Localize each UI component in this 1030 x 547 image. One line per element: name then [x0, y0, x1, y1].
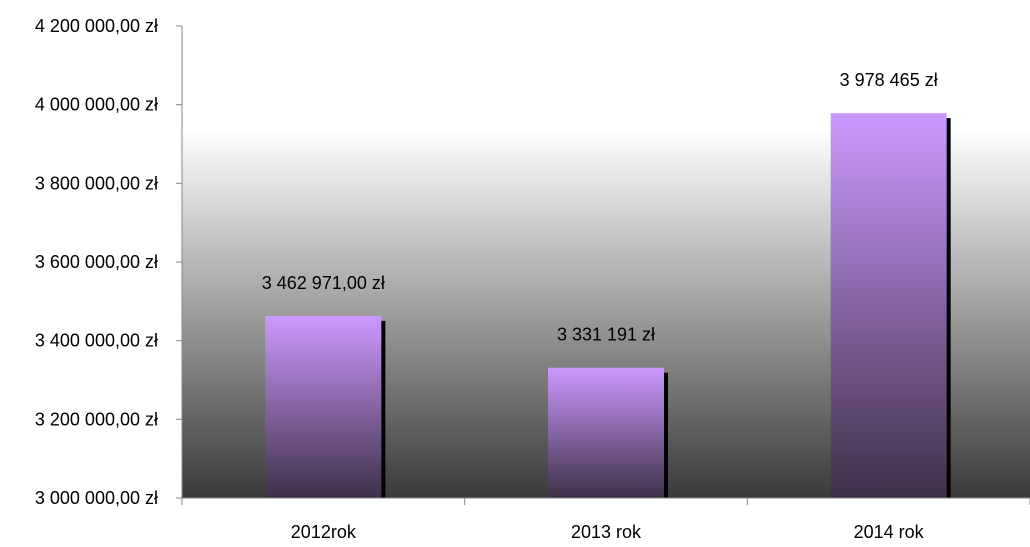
data-label: 3 331 191 zł: [557, 325, 655, 345]
y-tick-label: 3 800 000,00 zł: [35, 173, 158, 193]
x-tick-label: 2013 rok: [571, 522, 642, 542]
x-tick-label: 2012rok: [291, 522, 357, 542]
y-tick-labels-group: 3 000 000,00 zł 3 200 000,00 zł 3 400 000,…: [35, 16, 158, 508]
bar: [830, 113, 947, 499]
y-tick-label: 3 600 000,00 zł: [35, 252, 158, 272]
axes-group: [176, 25, 1030, 505]
y-tick-label: 3 200 000,00 zł: [35, 409, 158, 429]
bar: [265, 315, 382, 498]
y-tick-label: 4 200 000,00 zł: [35, 16, 158, 36]
y-tick-label: 4 000 000,00 zł: [35, 95, 158, 115]
bar: [548, 367, 664, 498]
x-tick-labels-group: 2012rok 2013 rok 2014 rok: [291, 522, 925, 542]
data-labels-group: 3 462 971,00 zł 3 331 191 zł 3 978 465 zł: [262, 70, 938, 345]
bars-group: [265, 113, 951, 499]
y-tick-label: 3 400 000,00 zł: [35, 331, 158, 351]
y-tick-label: 3 000 000,00 zł: [35, 488, 158, 508]
x-tick-label: 2014 rok: [854, 522, 925, 542]
data-label: 3 978 465 zł: [840, 70, 938, 90]
data-label: 3 462 971,00 zł: [262, 273, 385, 293]
